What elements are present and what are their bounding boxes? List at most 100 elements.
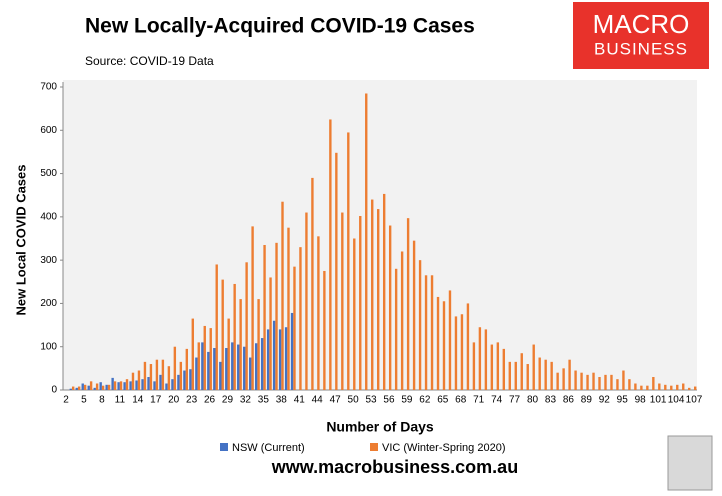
bar: [490, 344, 494, 390]
y-tick-label: 600: [40, 125, 57, 136]
y-tick-label: 700: [40, 82, 57, 93]
bar: [189, 369, 192, 390]
legend-swatch: [220, 443, 228, 451]
x-tick-label: 17: [150, 395, 162, 406]
x-tick-label: 77: [509, 395, 521, 406]
x-tick-label: 11: [115, 395, 126, 406]
bar: [99, 382, 102, 390]
bar: [550, 361, 553, 390]
bar: [111, 377, 114, 390]
bar: [305, 212, 308, 390]
x-tick-label: 74: [491, 395, 503, 406]
bar: [365, 93, 368, 390]
bar: [574, 370, 577, 390]
bar: [317, 236, 320, 390]
bar: [335, 152, 338, 390]
bar: [207, 351, 210, 390]
bar: [269, 277, 272, 390]
bar: [203, 325, 206, 390]
bar: [472, 342, 476, 390]
logo-text: MACRO: [593, 9, 690, 39]
x-tick-label: 86: [563, 395, 575, 406]
bar: [101, 385, 105, 390]
x-tick-label: 92: [599, 395, 611, 406]
bar: [257, 299, 260, 390]
bar: [694, 386, 697, 390]
bar: [219, 361, 222, 390]
x-tick-label: 38: [276, 395, 288, 406]
bar: [454, 316, 458, 390]
legend-label: VIC (Winter-Spring 2020): [382, 442, 506, 454]
bar: [254, 343, 258, 390]
bar: [646, 385, 649, 390]
x-tick-label: 53: [365, 395, 377, 406]
bar: [159, 374, 162, 390]
bar: [153, 381, 156, 390]
bar: [562, 368, 565, 390]
bar: [610, 374, 613, 390]
bar: [195, 357, 198, 390]
bar: [197, 342, 200, 390]
bar: [125, 379, 129, 390]
bar: [371, 199, 374, 390]
bar: [532, 344, 535, 390]
x-tick-label: 107: [686, 395, 703, 406]
x-tick-label: 71: [473, 395, 485, 406]
x-tick-label: 68: [455, 395, 467, 406]
bar: [556, 372, 559, 390]
bar: [311, 177, 314, 390]
bar: [604, 374, 607, 390]
bar: [652, 377, 655, 390]
bar: [658, 383, 661, 390]
x-tick-label: 80: [527, 395, 539, 406]
logo-box: [573, 2, 709, 69]
footer-url: www.macrobusiness.com.au: [271, 457, 518, 477]
bar: [89, 381, 93, 390]
bar: [95, 383, 99, 390]
bar: [131, 372, 135, 390]
x-tick-label: 98: [635, 395, 647, 406]
x-tick-label: 44: [312, 395, 324, 406]
chart-subtitle: Source: COVID-19 Data: [85, 54, 214, 68]
bar: [183, 370, 186, 390]
bar: [167, 366, 171, 390]
bar: [191, 318, 194, 390]
bar: [201, 342, 204, 390]
bar: [616, 379, 619, 390]
bar: [161, 359, 165, 390]
bar: [478, 327, 482, 390]
x-tick-label: 50: [348, 395, 360, 406]
plot-area: [63, 80, 697, 390]
bar: [105, 384, 108, 390]
bar: [143, 361, 147, 390]
legend-swatch: [370, 443, 378, 451]
x-tick-label: 62: [419, 395, 431, 406]
bar: [83, 384, 87, 390]
y-tick-label: 400: [40, 211, 57, 222]
bar: [149, 364, 153, 390]
y-axis-label: New Local COVID Cases: [13, 165, 28, 316]
bar: [179, 361, 183, 390]
bar: [141, 379, 144, 390]
bar: [272, 320, 276, 390]
bar: [287, 227, 290, 390]
x-tick-label: 41: [294, 395, 306, 406]
bar: [251, 226, 254, 390]
bar: [359, 215, 362, 390]
bar: [69, 388, 72, 390]
bar: [592, 372, 595, 390]
bar: [353, 238, 356, 390]
x-tick-label: 35: [258, 395, 270, 406]
x-tick-label: 95: [617, 395, 629, 406]
bar: [155, 359, 159, 390]
bar: [520, 353, 523, 390]
bar: [213, 348, 216, 390]
bar: [290, 312, 294, 390]
bar: [538, 357, 541, 390]
bar: [119, 381, 123, 390]
x-tick-label: 29: [222, 395, 234, 406]
bar: [382, 193, 386, 390]
bar: [676, 384, 679, 390]
bar: [233, 283, 236, 390]
